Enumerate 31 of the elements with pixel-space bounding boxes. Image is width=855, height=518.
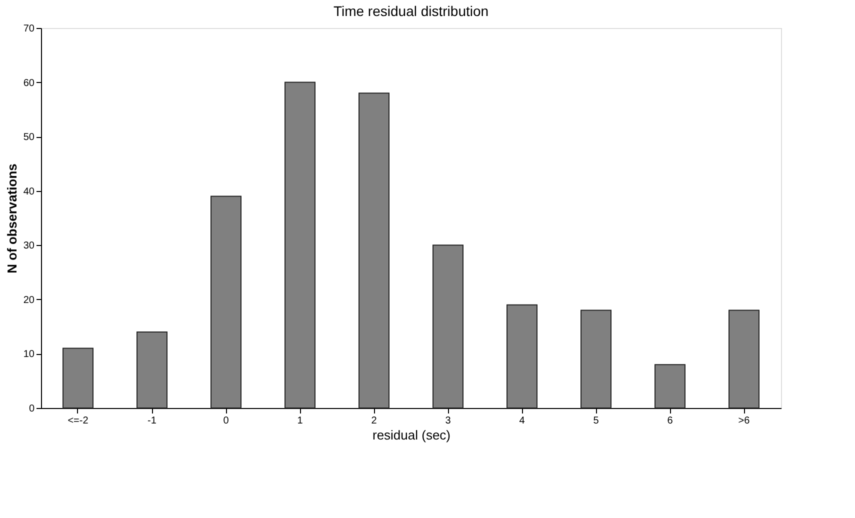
x-tick-label: 1 (297, 416, 304, 426)
bar (654, 364, 686, 408)
x-tick-label: >6 (738, 416, 750, 426)
y-tick-label: 50 (23, 132, 35, 144)
x-tick-label: 3 (445, 416, 452, 426)
x-tick-label: 2 (371, 416, 378, 426)
x-tick-label: 4 (519, 416, 526, 426)
bar (358, 92, 390, 408)
x-tick-label: 0 (223, 416, 230, 426)
x-tick-label: <=-2 (68, 416, 89, 426)
y-tick-label: 10 (23, 349, 35, 360)
y-tick-label: 40 (23, 186, 35, 198)
bar (580, 310, 612, 408)
y-tick-label: 70 (23, 24, 35, 34)
chart-title: Time residual distribution (333, 3, 489, 19)
y-axis-title: N of observations (4, 164, 20, 274)
x-axis-title: residual (sec) (372, 428, 451, 442)
y-tick-label: 20 (23, 294, 35, 306)
bar (506, 304, 538, 408)
bar (62, 348, 94, 408)
y-tick-label: 0 (28, 404, 35, 414)
x-tick-label: 5 (593, 416, 600, 426)
bar (210, 196, 242, 408)
x-tick-label: -1 (148, 416, 157, 426)
x-tick-label: 6 (667, 416, 674, 426)
bar (136, 332, 168, 408)
bar (284, 82, 316, 408)
bar (432, 244, 464, 408)
y-tick-label: 60 (23, 78, 35, 89)
bar (728, 310, 760, 408)
y-tick-label: 30 (23, 240, 35, 252)
